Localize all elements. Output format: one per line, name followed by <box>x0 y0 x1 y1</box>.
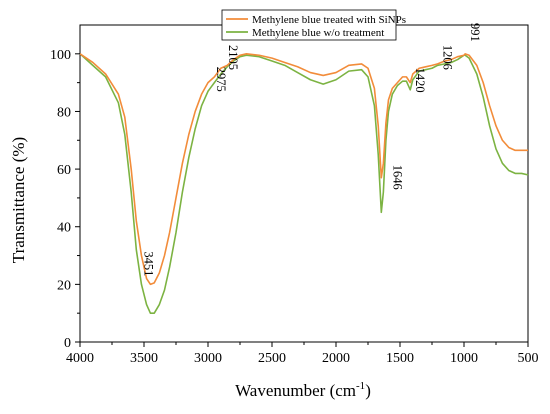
peak-label-3451: 3451 <box>141 251 155 276</box>
y-tick-label: 60 <box>57 163 71 178</box>
y-tick-label: 100 <box>50 48 71 63</box>
plot-frame <box>79 24 529 343</box>
peak-label-1646: 1646 <box>390 165 404 190</box>
x-tick-label: 3000 <box>194 351 222 366</box>
x-tick-label: 500 <box>518 351 539 366</box>
x-tick-label: 1500 <box>386 351 414 366</box>
series-layer <box>79 53 529 314</box>
x-axis-title-superscript: -1 <box>356 380 365 392</box>
peak-label-1206: 1206 <box>441 45 455 70</box>
peak-label-2975: 2975 <box>214 67 228 92</box>
peak-label-1420: 1420 <box>413 68 427 93</box>
y-tick-label: 0 <box>64 336 71 351</box>
legend-box <box>221 9 397 41</box>
y-tick-label: 20 <box>57 278 71 293</box>
y-axis-title: Transmittance (%) <box>9 137 28 263</box>
y-tick-label: 80 <box>57 105 71 120</box>
ticks-layer: 4000 3500 3000 2500 2000 1500 1000 500 0 20 40 60 80… <box>50 48 539 366</box>
peak-label-2105: 2105 <box>226 45 240 70</box>
x-tick-label: 2000 <box>322 351 350 366</box>
legend-label-1: Methylene blue treated with SiNPs <box>252 14 406 26</box>
legend-label-2: Methylene blue w/o treatment <box>252 27 384 39</box>
x-tick-label: 2500 <box>258 351 286 366</box>
plot-border <box>79 24 529 343</box>
x-axis-title: Wavenumber (cm-1) <box>235 380 371 400</box>
legend: Methylene blue treated with SiNPsMethyle… <box>221 9 406 41</box>
y-tick-label: 40 <box>57 221 71 236</box>
series-line-1 <box>79 53 528 286</box>
x-tick-label: 3500 <box>130 351 158 366</box>
peak-label-991: 991 <box>468 23 482 42</box>
x-tick-label: 4000 <box>66 351 94 366</box>
x-tick-label: 1000 <box>450 351 478 366</box>
